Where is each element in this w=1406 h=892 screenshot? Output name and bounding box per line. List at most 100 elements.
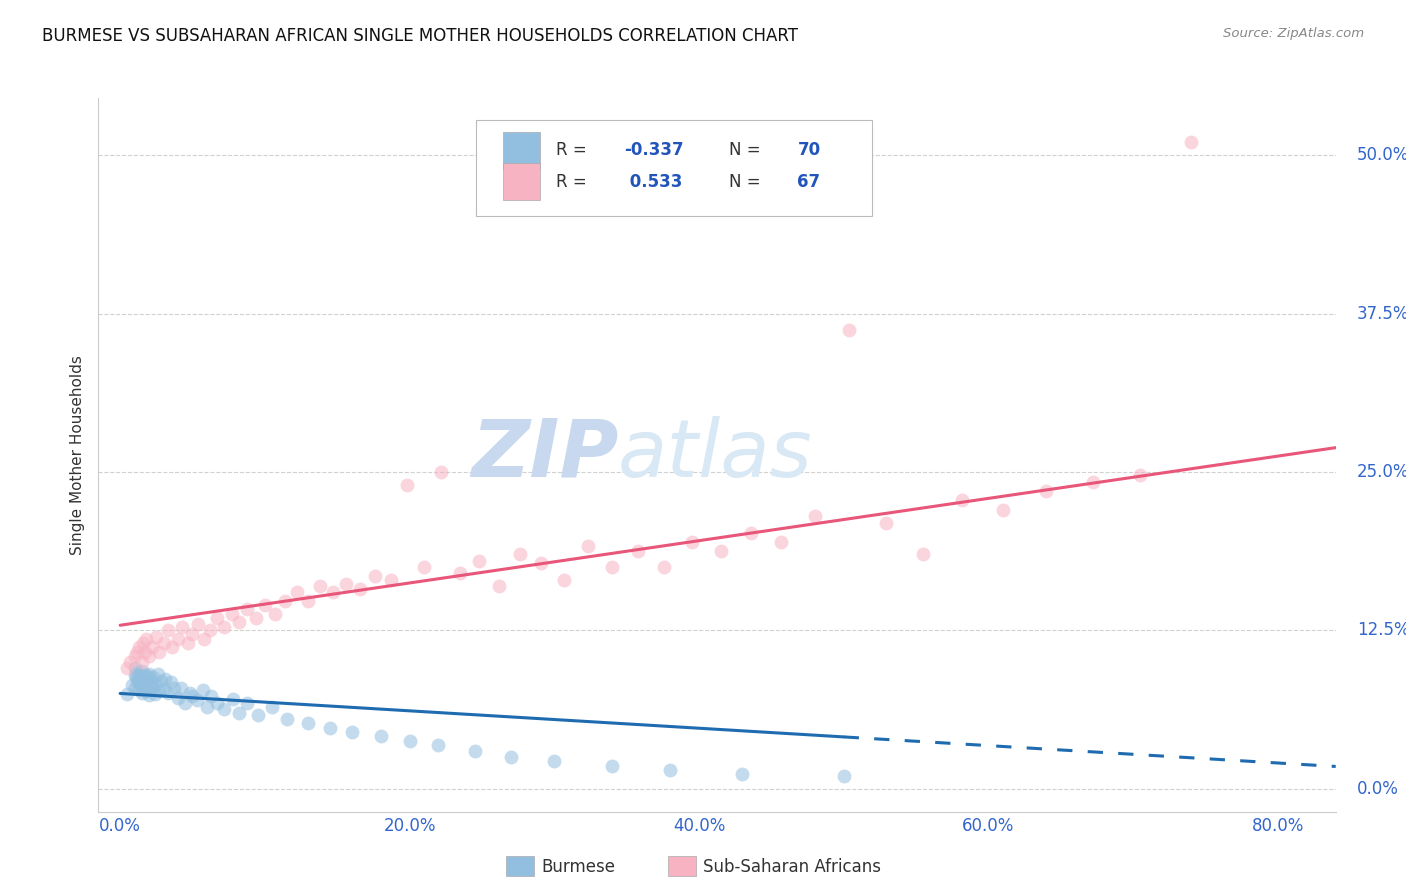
Point xyxy=(488,579,510,593)
Point xyxy=(142,670,165,684)
Point xyxy=(205,696,228,710)
Point xyxy=(174,696,197,710)
Point xyxy=(131,685,153,699)
Text: R =: R = xyxy=(557,173,592,191)
Point xyxy=(152,636,174,650)
Point xyxy=(659,763,682,777)
Text: Burmese: Burmese xyxy=(541,858,616,876)
Point xyxy=(198,624,221,638)
Point xyxy=(395,477,418,491)
Text: N =: N = xyxy=(730,173,766,191)
Point xyxy=(181,627,204,641)
Point xyxy=(950,492,973,507)
FancyBboxPatch shape xyxy=(475,120,872,216)
Point xyxy=(195,699,218,714)
Point xyxy=(681,534,703,549)
Point xyxy=(1035,483,1057,498)
Point xyxy=(141,640,163,654)
Point xyxy=(308,579,330,593)
Point xyxy=(128,673,150,687)
Point xyxy=(740,525,762,540)
Point xyxy=(129,676,152,690)
Point xyxy=(134,668,156,682)
Point xyxy=(146,666,169,681)
Point xyxy=(121,678,143,692)
Point xyxy=(297,716,319,731)
Point xyxy=(167,632,190,647)
Point xyxy=(139,673,162,687)
Point xyxy=(127,674,149,689)
Text: ZIP: ZIP xyxy=(471,416,619,494)
Point xyxy=(322,585,344,599)
Point xyxy=(1129,467,1152,482)
Point xyxy=(246,708,269,723)
Point xyxy=(129,666,152,681)
Point xyxy=(600,560,623,574)
Point xyxy=(191,683,214,698)
Point xyxy=(245,611,267,625)
Point xyxy=(335,576,357,591)
Point xyxy=(228,706,250,720)
Point xyxy=(134,645,156,659)
Text: 12.5%: 12.5% xyxy=(1357,622,1406,640)
Point xyxy=(187,617,209,632)
Point xyxy=(803,509,825,524)
Point xyxy=(221,607,243,621)
Point xyxy=(576,539,599,553)
Point xyxy=(131,655,153,669)
Point xyxy=(398,733,420,747)
Bar xyxy=(503,163,540,200)
Point xyxy=(132,672,155,686)
Point xyxy=(167,690,190,705)
Point xyxy=(141,676,163,690)
Text: 0.0%: 0.0% xyxy=(1357,780,1399,798)
Point xyxy=(464,744,486,758)
Text: 0.533: 0.533 xyxy=(624,173,683,191)
Point xyxy=(200,690,222,704)
Point xyxy=(1081,475,1104,490)
Point xyxy=(553,573,575,587)
Text: 70: 70 xyxy=(797,141,821,159)
Point xyxy=(543,754,565,768)
Point xyxy=(149,674,172,689)
Point xyxy=(124,668,146,682)
Point xyxy=(145,676,167,690)
Point xyxy=(236,696,259,710)
Point xyxy=(172,620,194,634)
Point xyxy=(142,681,165,695)
Point xyxy=(285,585,308,599)
Text: atlas: atlas xyxy=(619,416,813,494)
Point xyxy=(297,594,319,608)
Point xyxy=(214,620,236,634)
Point xyxy=(132,681,155,696)
Point xyxy=(181,690,204,704)
Point xyxy=(413,560,436,574)
Point xyxy=(274,594,297,608)
Point xyxy=(991,503,1014,517)
Point xyxy=(124,661,146,675)
Point xyxy=(127,645,149,659)
Point xyxy=(710,543,733,558)
Point xyxy=(253,598,276,612)
Point xyxy=(160,640,183,654)
Point xyxy=(875,516,897,530)
Point xyxy=(153,672,176,686)
Point xyxy=(152,681,174,696)
Point xyxy=(427,738,450,752)
Point xyxy=(380,573,402,587)
Text: 67: 67 xyxy=(797,173,821,191)
Point xyxy=(131,664,153,678)
Point xyxy=(222,692,245,706)
Point xyxy=(124,681,146,695)
Point xyxy=(138,666,160,681)
Point xyxy=(731,766,754,780)
Point xyxy=(170,681,193,695)
Point xyxy=(364,569,387,583)
Text: Source: ZipAtlas.com: Source: ZipAtlas.com xyxy=(1223,27,1364,40)
Point xyxy=(134,679,156,693)
Point xyxy=(177,636,200,650)
Point xyxy=(179,685,201,699)
Point xyxy=(499,750,522,764)
Point xyxy=(449,566,471,581)
Point xyxy=(770,534,793,549)
